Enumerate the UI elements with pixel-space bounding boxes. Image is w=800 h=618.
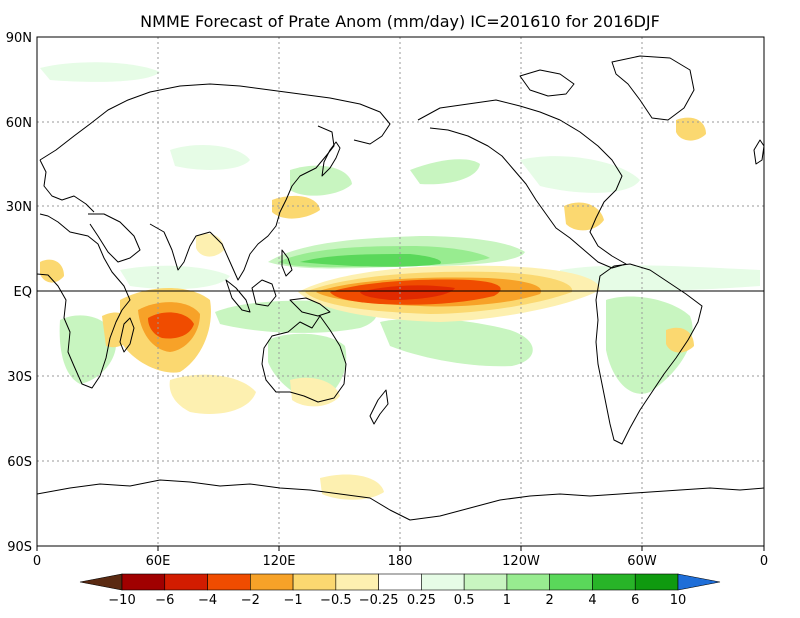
anomaly-fields xyxy=(40,62,760,500)
y-tick-label: 90N xyxy=(6,31,32,46)
coastlines xyxy=(37,55,764,521)
x-tick-label: 0 xyxy=(33,554,41,569)
colorbar-swatch xyxy=(463,573,508,591)
coast-uk xyxy=(753,139,764,165)
coast-north-america xyxy=(417,99,627,269)
colorbar-swatch xyxy=(378,573,422,591)
colorbar-label: −10 xyxy=(108,593,135,608)
colorbar-label: −1 xyxy=(283,593,302,608)
colorbar-label: −0.25 xyxy=(359,593,399,608)
y-tick-label: 60S xyxy=(7,455,32,470)
colorbar-swatch xyxy=(207,573,251,591)
colorbar-swatch xyxy=(250,573,294,591)
gridlines xyxy=(37,37,764,546)
x-tick-label: 0 xyxy=(760,554,768,569)
coast-australia xyxy=(261,315,347,403)
wet-region-atlantic-equatorial xyxy=(560,265,760,291)
coast-india xyxy=(149,223,211,271)
dry-region-canada xyxy=(676,117,706,141)
y-tick-label: 30S xyxy=(7,370,32,385)
colorbar-swatch xyxy=(506,573,550,591)
coast-europe-west xyxy=(39,159,95,213)
colorbar-label: −6 xyxy=(155,593,174,608)
y-tick-label: EQ xyxy=(14,285,32,300)
colorbar-label: 6 xyxy=(631,593,639,608)
x-tick-label: 120E xyxy=(262,554,295,569)
wet-region-north-pacific xyxy=(410,159,480,185)
colorbar-swatch xyxy=(592,573,636,591)
colorbar-swatch xyxy=(164,573,208,591)
coast-greenland xyxy=(611,55,695,121)
wet-region-africa xyxy=(59,315,117,384)
dry-region-indian-west xyxy=(40,259,64,283)
coast-madagascar xyxy=(119,317,135,353)
coast-philippines xyxy=(281,249,293,277)
x-tick-label: 120W xyxy=(502,554,540,569)
coast-borneo xyxy=(251,279,277,307)
dry-region-indian-ocean-strong xyxy=(148,312,194,339)
colorbar-label: 0.5 xyxy=(454,593,475,608)
coast-sumatra xyxy=(225,279,251,313)
x-tick-label: 60W xyxy=(627,554,657,569)
colorbar-swatch xyxy=(634,573,679,591)
dry-region-southern-indian xyxy=(169,374,256,414)
colorbar-label: −2 xyxy=(241,593,260,608)
colorbar-label: 1 xyxy=(503,593,511,608)
coast-south-america xyxy=(595,263,703,445)
colorbar-label: −0.5 xyxy=(320,593,352,608)
coast-antarctica xyxy=(37,479,764,521)
colorbar-swatch xyxy=(549,573,593,591)
map-title: NMME Forecast of Prate Anom (mm/day) IC=… xyxy=(140,12,660,31)
coast-new-zealand xyxy=(369,389,389,425)
x-axis-labels: 0 60E 120E 180 120W 60W 0 xyxy=(33,554,768,569)
coast-new-guinea xyxy=(289,297,331,317)
y-tick-label: 30N xyxy=(6,200,32,215)
dry-region-east-china xyxy=(272,195,320,219)
colorbar-min-arrow xyxy=(79,573,123,591)
y-tick-label: 90S xyxy=(7,540,32,555)
coast-arctic-islands xyxy=(519,69,575,97)
coast-japan xyxy=(321,141,341,177)
colorbar-label: 10 xyxy=(670,593,687,608)
wet-region-western-pacific-peak xyxy=(300,254,441,267)
colorbar-swatch xyxy=(335,573,379,591)
colorbar-label: 4 xyxy=(588,593,596,608)
dry-region-central-pacific-peak xyxy=(360,285,455,300)
coast-eurasia-north xyxy=(39,83,391,161)
y-axis-labels: 90N 60N 30N EQ 30S 60S 90S xyxy=(6,31,32,555)
colorbar-swatch xyxy=(121,573,166,591)
coast-arabia xyxy=(88,213,141,263)
colorbar-label: 0.25 xyxy=(407,593,436,608)
y-tick-label: 60N xyxy=(6,116,32,131)
colorbar-label: −4 xyxy=(198,593,217,608)
wet-region-siberia xyxy=(170,145,250,170)
wet-region-arctic xyxy=(40,62,160,82)
wet-region-north-atlantic xyxy=(520,156,640,193)
wet-region-south-pacific xyxy=(380,318,533,367)
wet-region-south-america xyxy=(606,296,693,394)
wet-region-indian-ocean xyxy=(120,265,230,290)
coast-africa xyxy=(37,213,131,389)
colorbar-max-arrow xyxy=(677,573,721,591)
dry-region-south-america-east xyxy=(666,327,694,353)
x-axis xyxy=(36,546,765,551)
plot-area xyxy=(37,37,764,546)
x-tick-label: 180 xyxy=(388,554,413,569)
colorbar-swatch xyxy=(292,573,337,591)
colorbar-label: 2 xyxy=(546,593,554,608)
colorbar: −10 −6 −4 −2 −1 −0.5 −0.25 0.25 0.5 1 2 4 6 10 xyxy=(79,573,721,608)
colorbar-swatch xyxy=(421,573,465,591)
x-tick-label: 60E xyxy=(146,554,171,569)
